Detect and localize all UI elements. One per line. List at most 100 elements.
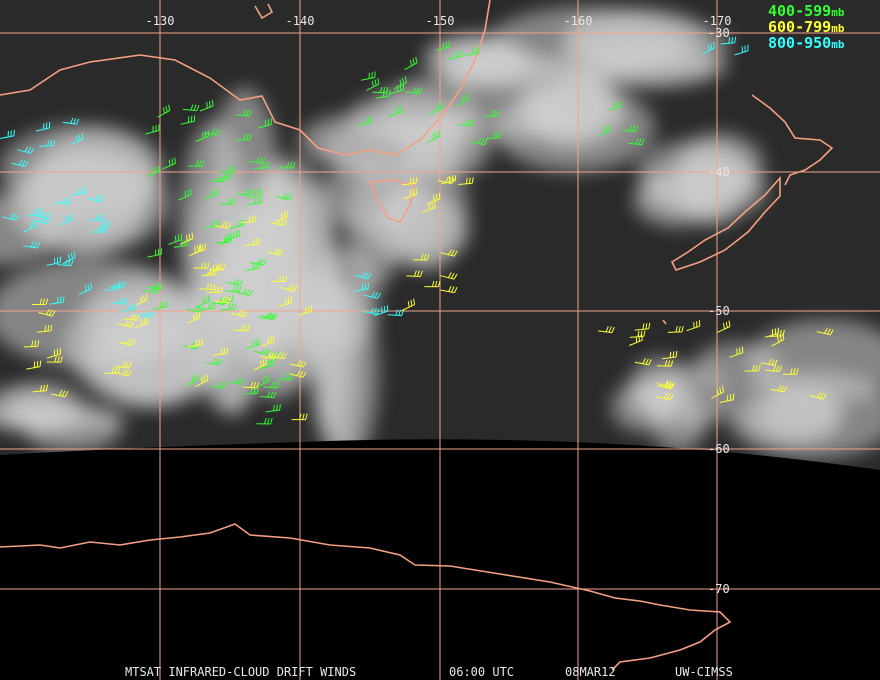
wind-barb [656, 360, 674, 367]
wind-barb [260, 352, 278, 360]
wind-barb [179, 232, 194, 245]
wind-barb [117, 320, 135, 328]
australia-coast [0, 0, 491, 156]
wind-barb [809, 392, 827, 400]
legend-entry: 800-950mb [768, 34, 845, 52]
wind-barb [185, 374, 199, 386]
wind-barb [225, 229, 241, 240]
wind-barb [485, 131, 502, 140]
footer: MTSAT INFRARED-CLOUD DRIFT WINDS 06:00 UT… [125, 665, 733, 679]
wind-barb [270, 218, 288, 226]
wind-barb [219, 232, 233, 246]
footer-text: 08MAR12 [565, 665, 616, 679]
wind-barb [71, 186, 87, 196]
wind-barb [186, 311, 201, 324]
wind-barb [657, 380, 675, 388]
longitude-label: -140 [286, 14, 315, 28]
wind-barb [225, 278, 243, 286]
wind-barb [17, 146, 35, 154]
wind-barb [403, 187, 418, 200]
wind-barb [275, 192, 293, 201]
wind-barb [204, 220, 220, 228]
wind-barb [46, 356, 63, 363]
wind-barb [629, 330, 646, 338]
wind-barb [435, 40, 450, 52]
legend-range: 800-950 [768, 34, 831, 52]
wind-barb [87, 194, 105, 203]
wind-barb [717, 320, 731, 333]
wind-barb [182, 104, 200, 112]
wind-barb [134, 293, 148, 307]
wind-barb [32, 216, 51, 225]
footer-text: 06:00 UTC [449, 665, 514, 679]
wind-barb [203, 128, 221, 136]
wind-barb [245, 338, 260, 350]
wind-barb [629, 334, 643, 346]
legend-entry: 600-799mb [768, 18, 845, 36]
footer-text: UW-CIMSS [675, 665, 733, 679]
wind-barb [249, 258, 267, 266]
coastlines [0, 0, 834, 671]
wind-barb [406, 270, 423, 277]
wind-barb [457, 119, 475, 127]
cloud [677, 147, 748, 226]
longitude-label: -150 [426, 14, 455, 28]
wind-barb [219, 198, 236, 205]
wind-barb [233, 324, 250, 332]
wind-barb [291, 413, 308, 421]
wind-barb [227, 377, 245, 385]
cloud [345, 169, 402, 290]
wind-barb [247, 196, 263, 206]
latitude-label: -40 [708, 165, 730, 179]
wind-barb [760, 358, 778, 366]
wind-barb [441, 174, 457, 185]
legend-range: 400-599 [768, 2, 831, 20]
cloud [385, 152, 468, 271]
wind-barb [363, 307, 380, 315]
wind-barb [188, 160, 205, 167]
wind-barb [458, 177, 474, 185]
wind-barb [429, 102, 444, 114]
wind-barb [701, 41, 716, 55]
wind-barb [388, 105, 403, 117]
wind-barb [205, 358, 223, 366]
wind-barb [69, 133, 84, 145]
new-zealand-north [751, 94, 834, 186]
legend-entry: 400-599mb [768, 2, 845, 20]
wind-barb [235, 133, 252, 141]
wind-barb [357, 116, 373, 126]
wind-barb [440, 272, 458, 280]
wind-barb [597, 124, 611, 138]
wind-barb [464, 47, 480, 56]
wind-barb [413, 254, 430, 261]
wind-barb [23, 340, 40, 348]
wind-barb [627, 138, 645, 146]
wind-barb [46, 347, 61, 359]
wind-barb [240, 215, 257, 224]
wind-barb [122, 313, 140, 321]
wind-barb [259, 391, 277, 399]
wind-barb [219, 294, 234, 306]
wind-barb [62, 251, 76, 265]
wind-barb [401, 177, 418, 186]
wind-barb [162, 157, 176, 170]
wind-barb [187, 338, 204, 348]
wind-barb [765, 365, 782, 372]
wind-barb [95, 219, 110, 231]
wind-barb [401, 298, 416, 311]
cloud [579, 48, 721, 88]
cloud [747, 319, 880, 404]
cloud [0, 124, 164, 214]
wind-barb [111, 297, 128, 305]
wind-barb [289, 370, 307, 378]
latitude-label: -30 [708, 26, 730, 40]
wind-barb [235, 288, 253, 296]
cloud [22, 403, 122, 453]
wind-barb [200, 302, 216, 311]
longitude-label: -170 [703, 14, 732, 28]
wind-barb [710, 385, 725, 399]
wind-barb [225, 285, 242, 293]
